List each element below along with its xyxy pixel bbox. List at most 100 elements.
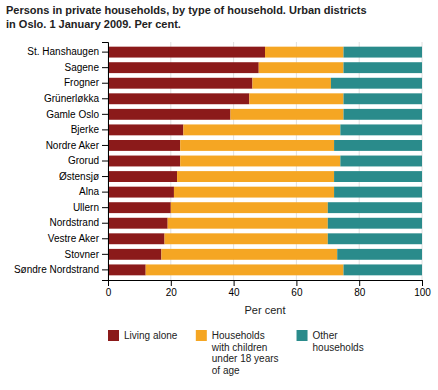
x-tick: 0 (106, 280, 112, 298)
legend-label-line: with children (211, 342, 268, 353)
legend-swatch (297, 330, 308, 341)
bar (328, 233, 422, 244)
x-tick-mark (171, 280, 172, 286)
y-tick: Østensjø (59, 171, 108, 182)
x-tick: 20 (166, 280, 178, 298)
x-tick-label: 40 (229, 287, 241, 298)
legend-label-line: Living alone (124, 330, 178, 341)
x-tick-label: 20 (166, 287, 178, 298)
bar (249, 93, 343, 104)
legend-item: Householdswith childrenunder 18 yearsof … (196, 330, 279, 376)
y-tick: Grorud (68, 155, 108, 166)
y-tick: Grünerløkka (44, 93, 108, 104)
bar (108, 202, 171, 213)
legend-label-line: under 18 years (212, 353, 279, 364)
y-tick: Nordre Aker (46, 140, 108, 151)
x-tick-mark (234, 280, 235, 286)
y-tick-label: Stovner (65, 249, 100, 260)
y-tick-label: Østensjø (59, 171, 99, 182)
y-tick-label: Bjerke (71, 124, 100, 135)
bar (328, 202, 422, 213)
y-tick-mark (102, 67, 108, 68)
legend: Living alone Householdswith childrenunder… (108, 330, 364, 376)
y-tick-mark (102, 52, 108, 53)
bar (252, 78, 331, 89)
bar (265, 47, 344, 58)
bar (180, 156, 340, 167)
bar (230, 109, 343, 120)
x-tick-label: 0 (106, 287, 112, 298)
bar (334, 140, 422, 151)
legend-label-line: Households (212, 330, 265, 341)
x-tick-mark (359, 280, 360, 286)
y-tick-label: Nordre Aker (46, 140, 100, 151)
y-tick-mark (102, 238, 108, 239)
title: Persons in private households, by type o… (6, 4, 367, 30)
x-tick-label: 60 (291, 287, 303, 298)
x-axis: 020406080100 (106, 280, 432, 298)
y-tick-mark (102, 129, 108, 130)
y-tick-mark (102, 192, 108, 193)
bar (328, 218, 422, 229)
legend-label: Living alone (124, 330, 178, 341)
bar (183, 124, 340, 135)
y-tick-label: Grorud (68, 155, 99, 166)
title-line: in Oslo. 1 January 2009. Per cent. (6, 18, 181, 30)
bar (108, 233, 165, 244)
y-tick-mark (102, 254, 108, 255)
bar (340, 124, 422, 135)
bar (344, 62, 423, 73)
y-axis-line (102, 43, 109, 281)
bar (108, 187, 174, 198)
bar (344, 109, 423, 120)
bar (334, 171, 422, 182)
grid (108, 42, 422, 280)
bar (108, 140, 180, 151)
y-tick: St. Hanshaugen (27, 46, 108, 57)
chart: Persons in private households, by type o… (0, 0, 438, 390)
y-tick-label: Vestre Aker (48, 233, 100, 244)
y-tick-mark (102, 176, 108, 177)
y-tick-label: St. Hanshaugen (27, 46, 99, 57)
y-tick-mark (102, 161, 108, 162)
x-axis-title: Per cent (245, 304, 286, 316)
bar (331, 78, 422, 89)
y-tick: Søndre Nordstrand (14, 264, 108, 275)
legend-label: Householdswith childrenunder 18 yearsof … (211, 330, 279, 376)
y-tick: Nordstrand (50, 217, 108, 228)
bar (334, 187, 422, 198)
y-tick: Gamle Oslo (46, 109, 108, 120)
y-tick-label: Frogner (64, 77, 100, 88)
y-tick: Alna (79, 186, 108, 197)
y-tick-mark (102, 269, 108, 270)
bar (108, 156, 180, 167)
x-tick-mark (296, 280, 297, 286)
x-tick: 80 (354, 280, 366, 298)
y-tick-label: Grünerløkka (44, 93, 99, 104)
bar (146, 264, 344, 275)
title-line: Persons in private households, by type o… (6, 4, 367, 16)
legend-label-line: households (313, 342, 364, 353)
y-tick: Vestre Aker (48, 233, 108, 244)
y-tick-mark (102, 98, 108, 99)
legend-label-line: Other (313, 330, 339, 341)
bar (340, 156, 422, 167)
legend-item: Living alone (108, 330, 178, 341)
y-tick-mark (102, 145, 108, 146)
bar (174, 187, 334, 198)
y-tick-label: Nordstrand (50, 217, 99, 228)
x-tick-mark (422, 280, 423, 286)
legend-label: Otherhouseholds (313, 330, 364, 353)
bar (108, 93, 249, 104)
bar (344, 93, 423, 104)
bar (344, 47, 423, 58)
y-tick: Bjerke (71, 124, 108, 135)
y-axis: St. Hanshaugen Sagene Frogner Grünerløkka Ga… (14, 43, 109, 281)
y-tick: Sagene (65, 62, 108, 73)
bar (108, 124, 183, 135)
y-tick-mark (102, 223, 108, 224)
series (328, 47, 422, 276)
bar (161, 249, 337, 260)
bar (108, 78, 252, 89)
series (146, 47, 344, 276)
